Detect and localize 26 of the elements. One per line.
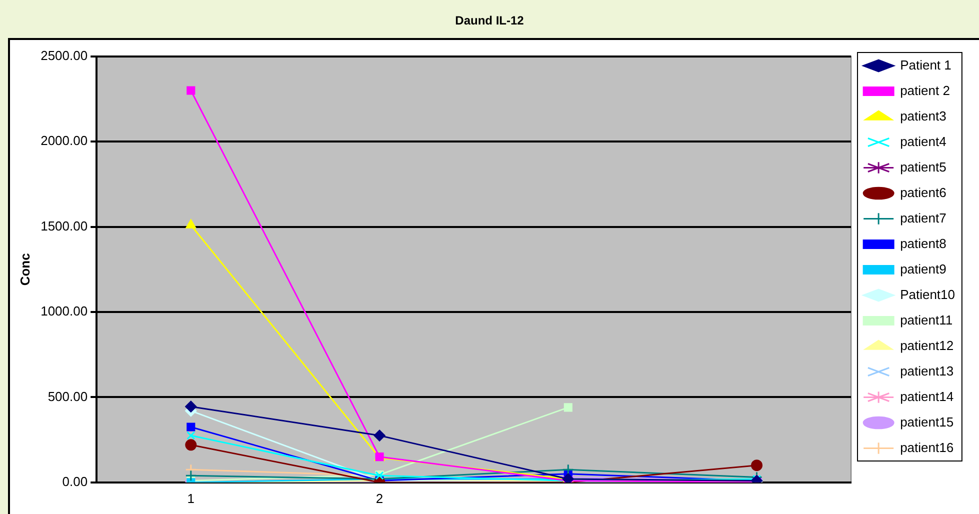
legend-label: patient14 xyxy=(900,388,954,404)
y-axis-title: Conc xyxy=(17,253,32,286)
legend-label: patient13 xyxy=(900,363,954,378)
legend-label: patient9 xyxy=(900,261,946,276)
legend-label: patient15 xyxy=(900,414,954,430)
y-tick-label: 500.00 xyxy=(48,388,88,404)
y-tick-label: 2500.00 xyxy=(40,48,88,63)
legend-label: patient4 xyxy=(900,134,946,149)
legend-label: patient 2 xyxy=(900,82,950,98)
x-tick-label: 1 xyxy=(187,490,195,506)
legend-label: patient7 xyxy=(900,210,946,226)
legend-label: patient16 xyxy=(900,440,954,455)
legend-label: patient5 xyxy=(900,159,946,174)
y-tick-label: 2000.00 xyxy=(40,133,88,148)
legend-label: patient11 xyxy=(900,312,953,328)
y-tick-label: 1000.00 xyxy=(40,304,88,319)
legend-label: patient6 xyxy=(900,184,946,200)
legend-label: Patient 1 xyxy=(900,57,952,72)
legend-label: patient12 xyxy=(900,338,954,353)
y-tick-label: 0.00 xyxy=(62,474,88,489)
y-tick-label: 1500.00 xyxy=(40,218,88,234)
legend-label: Patient10 xyxy=(900,286,956,302)
x-tick-label: 2 xyxy=(376,490,384,506)
chart-title: Daund IL-12 xyxy=(455,14,524,28)
legend-label: patient3 xyxy=(900,108,946,124)
legend-label: patient8 xyxy=(900,236,946,251)
